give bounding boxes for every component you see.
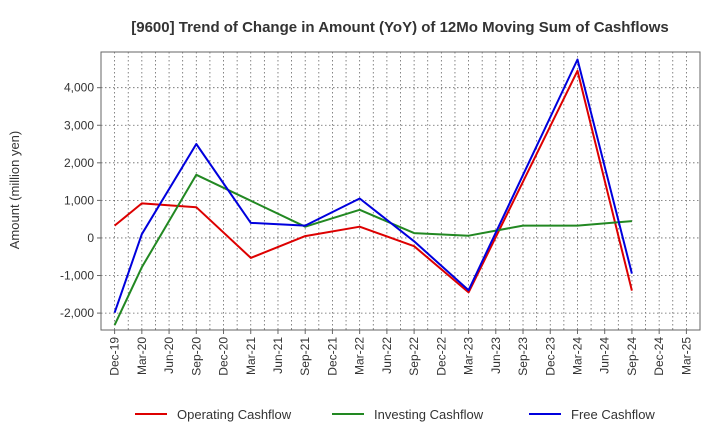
x-tick-label: Sep-20 [189, 337, 203, 376]
x-tick-label: Jun-24 [598, 337, 612, 374]
plot-frame [100, 51, 701, 331]
x-tick-label: Dec-21 [325, 337, 339, 376]
x-tick-label: Dec-23 [543, 337, 557, 376]
legend-label: Investing Cashflow [374, 407, 484, 422]
chart-title: [9600] Trend of Change in Amount (YoY) o… [131, 19, 669, 36]
x-axis: Dec-19 Mar-20 Jun-20 Sep-20 Dec-20 Mar-21 Jun-… [108, 330, 693, 376]
legend-label: Operating Cashflow [177, 407, 292, 422]
series-line-investing-cashflow [113, 173, 632, 326]
x-tick-label: Sep-21 [298, 337, 312, 376]
series-line-free-cashflow [113, 58, 633, 314]
x-tick-label: Jun-23 [489, 337, 503, 374]
x-tick-label: Mar-23 [462, 337, 476, 375]
x-tick-label: Jun-20 [162, 337, 176, 374]
y-tick-label: 3,000 [64, 118, 94, 132]
x-tick-label: Mar-21 [244, 337, 258, 375]
x-tick-label: Dec-20 [217, 337, 231, 376]
y-tick-label: 1,000 [64, 193, 94, 207]
y-axis: -2,000 -1,000 0 1,000 2,000 3,000 4,000 [60, 81, 101, 320]
y-tick-label: -1,000 [60, 269, 94, 283]
x-tick-label: Dec-19 [108, 337, 122, 376]
x-tick-label: Dec-24 [652, 337, 666, 376]
x-tick-label: Jun-22 [380, 337, 394, 374]
x-tick-label: Sep-24 [625, 337, 639, 376]
x-tick-label: Mar-24 [570, 337, 584, 375]
y-tick-label: 2,000 [64, 156, 94, 170]
x-tick-label: Sep-23 [516, 337, 530, 376]
y-tick-label: -2,000 [60, 306, 94, 320]
y-axis-label: Amount (million yen) [7, 131, 22, 250]
y-tick-label: 4,000 [64, 81, 94, 95]
x-tick-label: Mar-20 [135, 337, 149, 375]
x-tick-label: Mar-22 [353, 337, 367, 375]
series-line-operating-cashflow [113, 69, 633, 294]
x-tick-label: Jun-21 [271, 337, 285, 374]
x-tick-label: Dec-22 [434, 337, 448, 376]
x-tick-label: Sep-22 [407, 337, 421, 376]
x-tick-label: Mar-25 [679, 337, 693, 375]
series-lines [113, 58, 633, 326]
legend-label: Free Cashflow [571, 407, 655, 422]
y-tick-label: 0 [87, 231, 94, 245]
legend: Operating Cashflow Investing Cashflow Free… [135, 407, 655, 422]
